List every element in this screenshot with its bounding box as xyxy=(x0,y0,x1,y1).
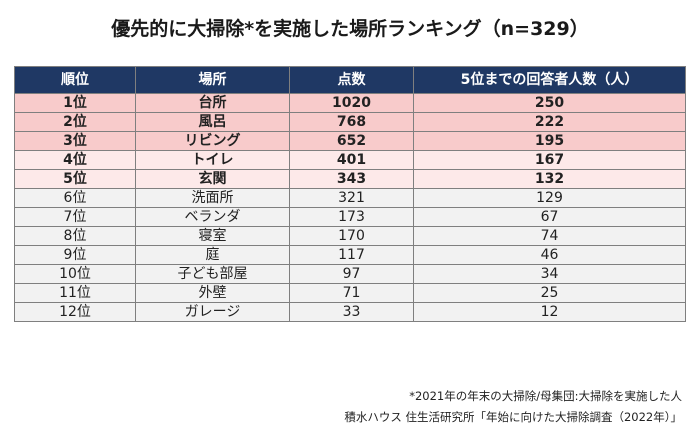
rank-cell: 4位 xyxy=(14,150,136,170)
place-cell: 寝室 xyxy=(135,226,290,246)
rank-cell: 6位 xyxy=(14,188,136,208)
score-cell: 652 xyxy=(289,131,414,151)
table-row: 9位 庭 117 46 xyxy=(14,245,686,265)
rank-cell: 8位 xyxy=(14,226,136,246)
table-row: 2位 風呂 768 222 xyxy=(14,112,686,132)
page-title: 優先的に大掃除*を実施した場所ランキング（n=329） xyxy=(111,18,589,40)
respondents-cell: 34 xyxy=(413,264,686,284)
rank-cell: 9位 xyxy=(14,245,136,265)
rank-cell: 2位 xyxy=(14,112,136,132)
rank-cell: 1位 xyxy=(14,93,136,113)
score-cell: 117 xyxy=(289,245,414,265)
rank-cell: 10位 xyxy=(14,264,136,284)
table-header-row: 順位 場所 点数 5位までの回答者人数（人） xyxy=(14,66,686,94)
place-cell: 洗面所 xyxy=(135,188,290,208)
respondents-cell: 195 xyxy=(413,131,686,151)
respondents-cell: 46 xyxy=(413,245,686,265)
score-cell: 321 xyxy=(289,188,414,208)
table-row: 7位 ベランダ 173 67 xyxy=(14,207,686,227)
table-row: 8位 寝室 170 74 xyxy=(14,226,686,246)
column-header-place: 場所 xyxy=(135,66,290,94)
table-row: 1位 台所 1020 250 xyxy=(14,93,686,113)
source-note: 積水ハウス 住生活研究所「年始に向けた大掃除調査（2022年）」 xyxy=(344,410,682,424)
respondents-cell: 25 xyxy=(413,283,686,303)
place-cell: トイレ xyxy=(135,150,290,170)
respondents-cell: 12 xyxy=(413,302,686,322)
respondents-cell: 222 xyxy=(413,112,686,132)
place-cell: 風呂 xyxy=(135,112,290,132)
score-cell: 71 xyxy=(289,283,414,303)
table-row: 3位 リビング 652 195 xyxy=(14,131,686,151)
place-cell: 玄関 xyxy=(135,169,290,189)
score-cell: 768 xyxy=(289,112,414,132)
place-cell: リビング xyxy=(135,131,290,151)
rank-cell: 3位 xyxy=(14,131,136,151)
column-header-score: 点数 xyxy=(289,66,414,94)
table-row: 10位 子ども部屋 97 34 xyxy=(14,264,686,284)
place-cell: 庭 xyxy=(135,245,290,265)
respondents-cell: 67 xyxy=(413,207,686,227)
respondents-cell: 250 xyxy=(413,93,686,113)
respondents-cell: 167 xyxy=(413,150,686,170)
table-row: 5位 玄関 343 132 xyxy=(14,169,686,189)
place-cell: 台所 xyxy=(135,93,290,113)
table-row: 4位 トイレ 401 167 xyxy=(14,150,686,170)
table-row: 6位 洗面所 321 129 xyxy=(14,188,686,208)
place-cell: ベランダ xyxy=(135,207,290,227)
column-header-rank: 順位 xyxy=(14,66,136,94)
score-cell: 33 xyxy=(289,302,414,322)
score-cell: 173 xyxy=(289,207,414,227)
score-cell: 170 xyxy=(289,226,414,246)
place-cell: 外壁 xyxy=(135,283,290,303)
column-header-respondents: 5位までの回答者人数（人） xyxy=(413,66,686,94)
table-row: 11位 外壁 71 25 xyxy=(14,283,686,303)
table-row: 12位 ガレージ 33 12 xyxy=(14,302,686,322)
score-cell: 401 xyxy=(289,150,414,170)
score-cell: 1020 xyxy=(289,93,414,113)
rank-cell: 12位 xyxy=(14,302,136,322)
ranking-table: 順位 場所 点数 5位までの回答者人数（人） 1位 台所 1020 250 2位… xyxy=(14,66,686,322)
place-cell: 子ども部屋 xyxy=(135,264,290,284)
rank-cell: 7位 xyxy=(14,207,136,227)
rank-cell: 5位 xyxy=(14,169,136,189)
respondents-cell: 132 xyxy=(413,169,686,189)
rank-cell: 11位 xyxy=(14,283,136,303)
respondents-cell: 129 xyxy=(413,188,686,208)
respondents-cell: 74 xyxy=(413,226,686,246)
score-cell: 343 xyxy=(289,169,414,189)
score-cell: 97 xyxy=(289,264,414,284)
footnote: *2021年の年末の大掃除/母集団:大掃除を実施した人 xyxy=(409,389,682,403)
place-cell: ガレージ xyxy=(135,302,290,322)
footnotes: *2021年の年末の大掃除/母集団:大掃除を実施した人 積水ハウス 住生活研究所… xyxy=(344,386,682,428)
